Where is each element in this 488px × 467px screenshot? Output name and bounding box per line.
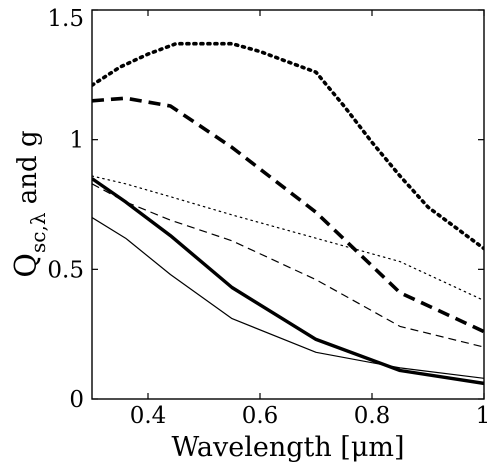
x-axis-title: Wavelength [μm] — [171, 432, 404, 463]
x-tick-label: 0.6 — [242, 403, 279, 429]
series-line-dotted-thick — [92, 41, 484, 251]
x-tick-label: 0.4 — [130, 403, 167, 429]
y-tick-label: 0.5 — [47, 257, 84, 283]
y-tick-label: 0 — [69, 387, 84, 413]
y-axis-title-main: Q — [9, 253, 44, 278]
y-axis-title: Qsc,λ and g — [9, 130, 50, 277]
series-line-dotted-thin — [92, 175, 484, 302]
series-line-dashed-thick — [92, 96, 484, 334]
y-axis-title-subscript: sc,λ — [26, 212, 50, 253]
y-tick-label: 1 — [69, 128, 84, 154]
x-tick-label: 0.8 — [354, 403, 391, 429]
svg-text:Qsc,λ and g: Qsc,λ and g — [9, 130, 50, 277]
plot-area-frame — [91, 9, 485, 400]
series-line-dashed-thin — [92, 183, 484, 348]
x-tick-label: 1 — [476, 403, 488, 429]
y-axis-title-rest: and g — [13, 130, 43, 212]
series-line-solid-thick — [92, 177, 484, 386]
y-tick-label: 1.5 — [47, 6, 84, 32]
series-line-solid-thin — [92, 216, 484, 379]
